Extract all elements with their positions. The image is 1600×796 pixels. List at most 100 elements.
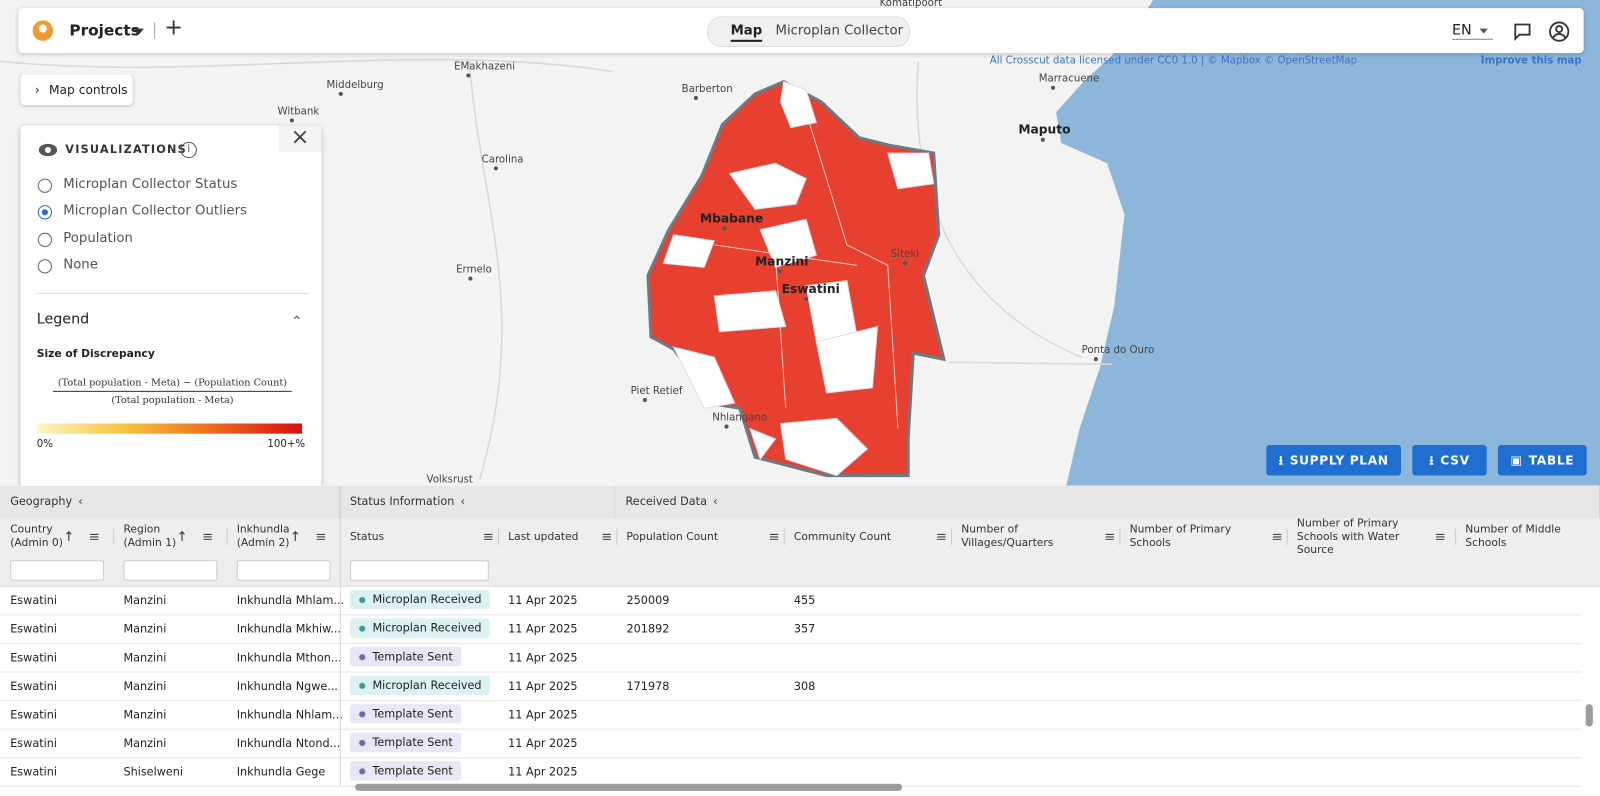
h-scrollbar[interactable]: [355, 783, 903, 791]
table-row[interactable]: [0, 644, 1582, 673]
radio-label[interactable]: None: [63, 257, 98, 273]
place-label: Maputo: [1018, 123, 1070, 137]
cell: 11 Apr 2025: [508, 622, 578, 636]
table-row[interactable]: [0, 673, 1582, 702]
table-row[interactable]: [0, 730, 1582, 759]
lang-arrow[interactable]: [1479, 28, 1488, 34]
tab-switch: Map Microplan Collector: [707, 16, 911, 47]
column-divider: [1455, 528, 1457, 545]
place-labels: Mbabane Manzini Eswatini Siteki Nhlangano Pie…: [278, 0, 1155, 486]
cell: Inkhundla Ngwe...: [236, 679, 339, 693]
table-row[interactable]: [0, 587, 1582, 616]
collapse-icon[interactable]: ‹: [460, 494, 465, 509]
separator: [36, 292, 309, 294]
cell-divider: [339, 729, 341, 759]
column-header[interactable]: Population Count ≡: [627, 518, 780, 555]
menu-icon[interactable]: ≡: [935, 529, 947, 545]
project-selector[interactable]: Projects: [69, 21, 140, 40]
column-title: Inkhundla (Admin 2): [236, 523, 290, 550]
menu-icon[interactable]: ≡: [88, 529, 100, 545]
place-dot: [693, 95, 698, 101]
column-header[interactable]: Country (Admin 0) ↑ ≡: [10, 518, 109, 555]
column-group[interactable]: Received Data ‹: [615, 485, 1600, 519]
cell: 455: [793, 593, 816, 608]
cell: Manzini: [123, 622, 167, 636]
add-button[interactable]: +: [164, 15, 184, 41]
group-label: Status Information: [349, 494, 455, 509]
column-header[interactable]: Number of Primary Schools ≡: [1130, 518, 1283, 555]
menu-icon[interactable]: ≡: [315, 529, 327, 545]
visualizations-panel: × VISUALIZATIONS i Legend › Size of Disc…: [20, 125, 322, 490]
sort-icon[interactable]: ↑: [289, 529, 301, 545]
column-header[interactable]: Number of Middle Schools: [1465, 518, 1596, 555]
button-icon: ⭳: [1429, 453, 1435, 468]
place-label: Manzini: [755, 254, 808, 268]
top-bar: Projects + Map Microplan Collector EN: [18, 8, 1584, 54]
filter-input[interactable]: [123, 560, 218, 581]
v-scrollbar[interactable]: [1585, 704, 1593, 727]
radio-label[interactable]: Microplan Collector Outliers: [63, 203, 247, 219]
tab[interactable]: Microplan Collector: [775, 23, 904, 39]
menu-icon[interactable]: ≡: [201, 529, 214, 545]
status-pill: Template Sent: [349, 761, 461, 781]
radio-label[interactable]: Population: [63, 230, 133, 246]
column-group[interactable]: Status Information ‹: [339, 485, 616, 519]
column-header[interactable]: Community Count ≡: [794, 518, 947, 555]
filter-input[interactable]: [10, 560, 105, 581]
place-dot: [722, 226, 727, 231]
radio-button[interactable]: [37, 205, 53, 220]
tab[interactable]: Map: [730, 23, 763, 42]
radio-button[interactable]: [37, 178, 53, 193]
collapse-icon[interactable]: ›: [288, 314, 305, 321]
dropdown-arrow[interactable]: [133, 28, 144, 35]
table-row[interactable]: [0, 701, 1582, 730]
info-icon[interactable]: i: [180, 141, 197, 159]
menu-icon[interactable]: ≡: [1434, 529, 1446, 545]
improve-map-link[interactable]: Improve this map: [1481, 55, 1582, 66]
filter-input[interactable]: [349, 560, 489, 581]
column-header[interactable]: Number of Villages/Quarters ≡: [961, 518, 1115, 555]
sort-icon[interactable]: ↑: [176, 529, 188, 545]
feedback-icon[interactable]: [1512, 21, 1532, 41]
column-header[interactable]: Last updated ≡: [508, 518, 612, 555]
column-header[interactable]: Number of Primary Schools with Water Sou…: [1296, 516, 1451, 556]
column-group[interactable]: Geography ‹: [0, 485, 340, 519]
divider: [154, 22, 156, 39]
place-label: Siteki: [891, 249, 919, 260]
place-dot: [466, 73, 471, 78]
column-title: Community Count: [793, 530, 892, 543]
menu-icon[interactable]: ≡: [1104, 529, 1116, 545]
status-label: Template Sent: [372, 650, 453, 664]
place-label: Barberton: [682, 84, 733, 95]
radio-button[interactable]: [37, 259, 53, 274]
map-controls-button[interactable]: › Map controls: [20, 74, 133, 106]
action-button[interactable]: ⭳ CSV: [1412, 444, 1487, 476]
collapse-icon[interactable]: ‹: [713, 494, 718, 509]
column-divider: [113, 528, 115, 545]
action-button[interactable]: ⭳ SUPPLY PLAN: [1266, 444, 1402, 476]
menu-icon[interactable]: ≡: [601, 529, 613, 545]
action-button[interactable]: ▣ TABLE: [1497, 444, 1587, 476]
cell-divider: [339, 672, 341, 702]
radio-label[interactable]: Microplan Collector Status: [63, 176, 238, 192]
status-dot: [359, 654, 366, 661]
cell-divider: [339, 701, 341, 730]
close-button[interactable]: ×: [278, 125, 322, 153]
cell: 308: [793, 679, 816, 693]
menu-icon[interactable]: ≡: [482, 529, 494, 545]
sort-icon[interactable]: ↑: [63, 529, 75, 545]
menu-icon[interactable]: ≡: [1271, 529, 1283, 545]
language-select[interactable]: EN: [1452, 22, 1493, 40]
column-header[interactable]: Inkhundla (Admin 2) ↑ ≡: [237, 518, 336, 555]
cell-divider: [339, 615, 341, 644]
column-header[interactable]: Status ≡: [350, 518, 494, 555]
filter-input[interactable]: [236, 560, 331, 581]
radio-button[interactable]: [37, 232, 53, 247]
status-label: Template Sent: [372, 707, 453, 721]
column-header[interactable]: Region (Admin 1) ↑ ≡: [123, 518, 222, 555]
column-title: Number of Primary Schools with Water Sou…: [1296, 516, 1400, 556]
table-row[interactable]: [0, 615, 1582, 644]
account-icon[interactable]: [1548, 20, 1570, 42]
collapse-icon[interactable]: ‹: [78, 494, 83, 509]
menu-icon[interactable]: ≡: [768, 529, 780, 545]
